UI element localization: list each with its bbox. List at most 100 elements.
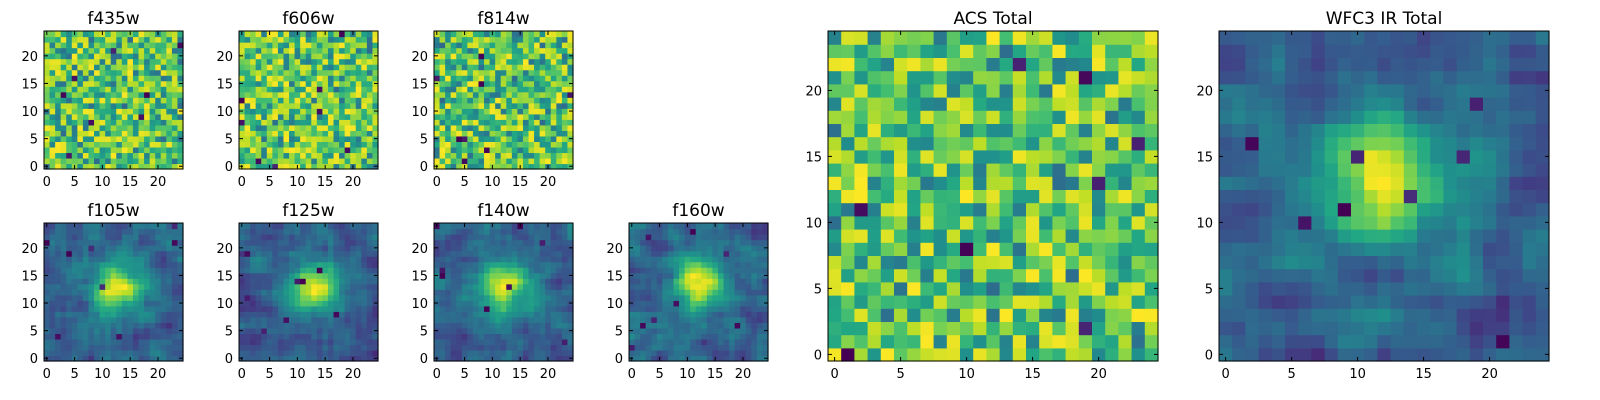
heatmap-cell — [94, 64, 101, 71]
heatmap-cell — [49, 86, 56, 93]
heatmap-cell — [316, 234, 323, 241]
heatmap-cell — [456, 305, 463, 312]
heatmap-cell — [673, 267, 680, 274]
heatmap-cell — [828, 242, 842, 256]
heatmap-cell — [679, 316, 686, 323]
heatmap-cell — [289, 31, 296, 38]
heatmap-cell — [640, 278, 647, 285]
heatmap-cell — [166, 135, 173, 142]
heatmap-cell — [841, 334, 855, 349]
heatmap-cell — [344, 283, 351, 290]
heatmap-cell — [66, 316, 73, 323]
heatmap-cell — [867, 176, 882, 190]
heatmap-cell — [489, 102, 496, 109]
heatmap-cell — [667, 311, 675, 318]
heatmap-cell — [539, 102, 546, 109]
heatmap-cell — [679, 272, 686, 279]
heatmap-cell — [171, 294, 179, 301]
heatmap-cell — [717, 322, 725, 329]
heatmap-cell — [522, 130, 530, 137]
heatmap-cell — [121, 64, 128, 71]
heatmap-cell — [567, 152, 574, 159]
heatmap-cell — [327, 239, 335, 246]
heatmap-cell — [489, 305, 496, 312]
heatmap-cell — [277, 333, 285, 340]
heatmap-cell — [366, 272, 374, 279]
heatmap-cell — [734, 316, 741, 323]
heatmap-cell — [94, 278, 101, 285]
heatmap-cell — [166, 289, 173, 296]
heatmap-cell — [71, 58, 78, 65]
heatmap-cell — [294, 124, 301, 131]
heatmap-cell — [82, 333, 90, 340]
heatmap-cell — [311, 31, 318, 38]
heatmap-cell — [1078, 229, 1093, 243]
heatmap-cell — [344, 58, 351, 65]
heatmap-cell — [651, 305, 658, 312]
heatmap-cell — [933, 202, 948, 217]
heatmap-cell — [567, 267, 574, 274]
heatmap-cell — [361, 278, 368, 285]
heatmap-cell — [484, 234, 491, 241]
heatmap-cell — [534, 80, 541, 87]
heatmap-cell — [511, 47, 518, 54]
heatmap-cell — [690, 289, 697, 296]
heatmap-cell — [144, 245, 151, 252]
heatmap-cell — [160, 80, 167, 87]
heatmap-cell — [266, 267, 273, 274]
heatmap-cell — [489, 42, 496, 49]
heatmap-cell — [489, 267, 496, 274]
heatmap-cell — [656, 289, 663, 296]
heatmap-cell — [127, 283, 134, 290]
heatmap-cell — [439, 349, 446, 357]
heatmap-cell — [155, 300, 162, 307]
heatmap-cell — [177, 294, 184, 301]
heatmap-cell — [160, 234, 167, 241]
heatmap-cell — [960, 281, 974, 296]
heatmap-cell — [77, 141, 84, 148]
heatmap-cell — [561, 355, 569, 362]
heatmap-cell — [350, 119, 357, 126]
heatmap-cell — [745, 272, 752, 279]
heatmap-cell — [327, 47, 335, 54]
heatmap-cell — [511, 333, 518, 340]
heatmap-cell — [110, 86, 117, 93]
heatmap-cell — [244, 245, 251, 252]
heatmap-cell — [77, 157, 84, 165]
heatmap-cell — [511, 75, 518, 82]
heatmap-cell — [350, 130, 357, 137]
heatmap-cell — [751, 234, 758, 241]
heatmap-cell — [305, 36, 312, 43]
heatmap-cell — [66, 135, 73, 142]
heatmap-cell — [450, 80, 457, 87]
heatmap-cell — [344, 53, 351, 60]
heatmap-cell — [344, 333, 351, 340]
heatmap-cell — [144, 267, 151, 274]
heatmap-cell — [311, 305, 318, 312]
heatmap-cell — [300, 311, 307, 318]
heatmap-cell — [539, 80, 546, 87]
heatmap-cell — [44, 130, 51, 137]
heatmap-cell — [484, 75, 491, 82]
heatmap-cell — [550, 47, 557, 54]
heatmap-cell — [1039, 334, 1053, 349]
heatmap-cell — [82, 223, 90, 230]
heatmap-cell — [1144, 321, 1159, 336]
heatmap-cell — [127, 152, 134, 159]
heatmap-cell — [244, 228, 251, 235]
heatmap-cell — [645, 294, 652, 301]
heatmap-cell — [166, 47, 173, 54]
x-tick-label: 20 — [150, 367, 167, 382]
heatmap-cell — [94, 157, 101, 165]
heatmap-cell — [545, 239, 552, 246]
heatmap-cell — [495, 305, 502, 312]
heatmap-cell — [656, 245, 663, 252]
heatmap-cell — [144, 333, 151, 340]
heatmap-cell — [55, 300, 62, 307]
heatmap-cell — [511, 36, 518, 43]
heatmap-cell — [828, 189, 842, 204]
heatmap-cell — [110, 42, 117, 49]
heatmap-cell — [439, 91, 446, 98]
heatmap-cell — [55, 91, 62, 98]
heatmap-cell — [244, 31, 251, 38]
